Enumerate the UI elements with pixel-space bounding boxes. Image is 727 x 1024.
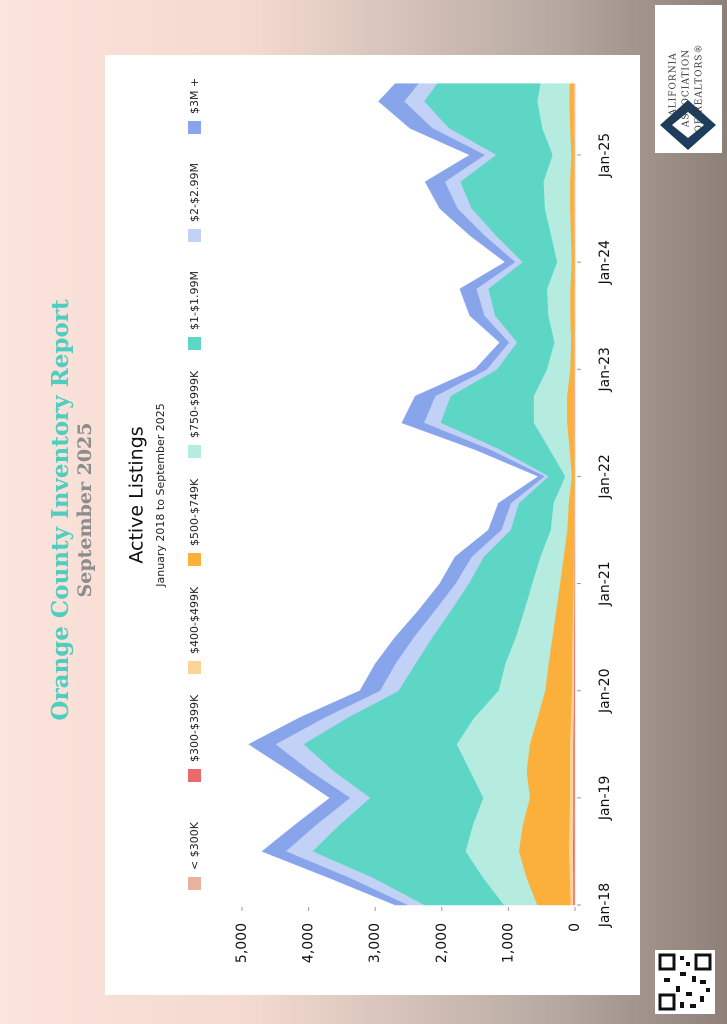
report-title: Orange County Inventory Report [47,299,74,721]
legend-label: < $300K [188,821,201,870]
x-tick-label: Jan-18 [597,883,613,928]
legend-swatch [188,445,201,458]
chart-title: Active Listings [126,426,148,563]
report-heading: Orange County Inventory Report September… [47,299,96,721]
x-tick-label: Jan-23 [597,347,613,392]
legend-label: $3M + [188,78,201,114]
legend-label: $2-$2.99M [188,163,201,222]
qr-code [655,950,715,1014]
y-tick-label: 3,000 [367,923,383,963]
legend-swatch [188,229,201,242]
y-tick-label: 4,000 [301,923,317,963]
logo-line: CALIFORNIA [669,52,679,123]
qr-pattern [664,956,710,1008]
legend-swatch [188,769,201,782]
y-tick-label: 1,000 [500,923,516,963]
legend-swatch [188,661,201,674]
y-tick-label: 2,000 [434,923,450,963]
legend-swatch [188,877,201,890]
legend-label: $400-$499K [188,586,201,654]
logo-line: OF REALTORS® [695,44,705,133]
x-tick-label: Jan-20 [597,668,613,713]
report-subtitle: September 2025 [74,423,96,598]
x-tick-label: Jan-25 [597,133,613,178]
logo-text: CALIFORNIA ASSOCIATION OF REALTORS® [669,44,705,133]
qr-corner [694,953,712,971]
legend-label: $750-$999K [188,370,201,438]
legend-label: $1-$1.99M [188,271,201,330]
legend-label: $300-$399K [188,694,201,762]
chart: Active Listings January 2018 to Septembe… [126,78,614,963]
legend-swatch [188,121,201,134]
area [248,83,545,906]
x-tick-label: Jan-24 [597,240,613,286]
qr-corner [658,953,676,971]
qr-corner [658,993,676,1011]
legend-label: $500-$749K [188,478,201,546]
y-tick-label: 0 [567,923,583,932]
x-tick-label: Jan-22 [597,454,613,499]
y-tick-label: 5,000 [234,923,250,963]
x-tick-label: Jan-21 [597,561,613,606]
logo: CALIFORNIA ASSOCIATION OF REALTORS® [655,5,722,153]
logo-line: ASSOCIATION [682,49,692,128]
logo-mark-inner [672,112,704,138]
legend-swatch [188,337,201,350]
x-tick-label: Jan-19 [597,776,613,821]
legend-swatch [188,553,201,566]
chart-subtitle: January 2018 to September 2025 [154,403,167,588]
